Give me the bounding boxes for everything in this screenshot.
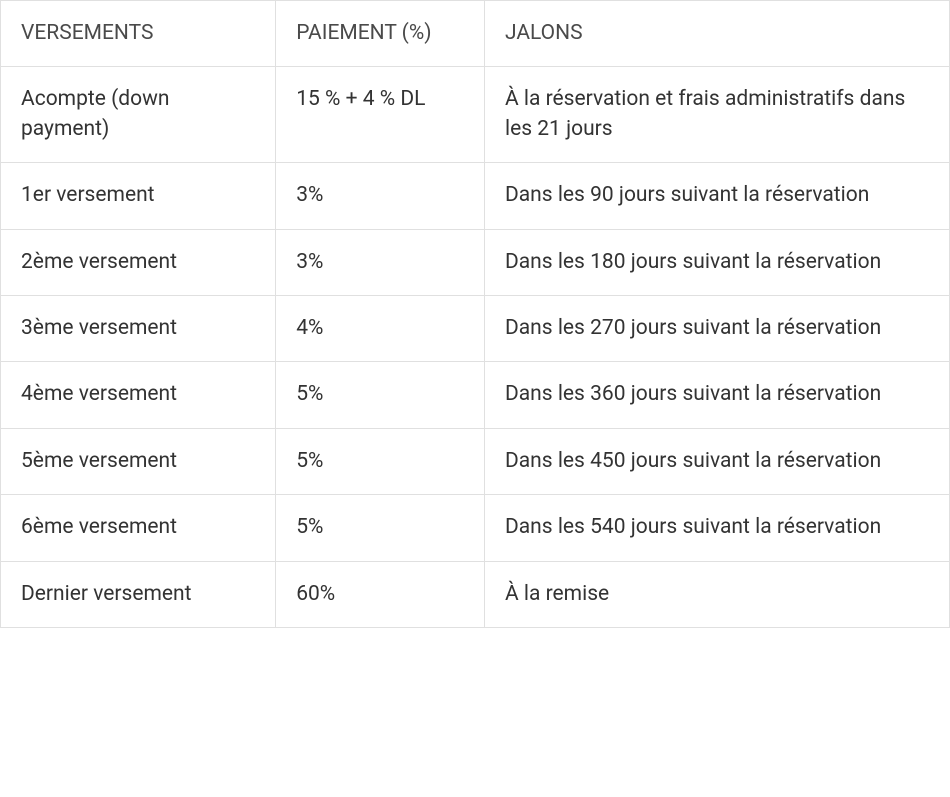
table-row: 5ème versement 5% Dans les 450 jours sui… [1, 428, 950, 494]
col-header-jalons: JALONS [484, 1, 949, 67]
table-row: Acompte (down payment) 15 % + 4 % DL À l… [1, 67, 950, 163]
cell-jalons: À la remise [484, 561, 949, 627]
cell-paiement: 60% [276, 561, 485, 627]
cell-versement: Dernier versement [1, 561, 276, 627]
table-header-row: VERSEMENTS PAIEMENT (%) JALONS [1, 1, 950, 67]
cell-versement: 3ème versement [1, 295, 276, 361]
cell-paiement: 3% [276, 163, 485, 229]
payment-schedule-table: VERSEMENTS PAIEMENT (%) JALONS Acompte (… [0, 0, 950, 628]
cell-jalons: Dans les 450 jours suivant la réservatio… [484, 428, 949, 494]
cell-versement: 5ème versement [1, 428, 276, 494]
cell-jalons: Dans les 90 jours suivant la réservation [484, 163, 949, 229]
table-row: 6ème versement 5% Dans les 540 jours sui… [1, 495, 950, 561]
cell-jalons: Dans les 270 jours suivant la réservatio… [484, 295, 949, 361]
cell-versement: Acompte (down payment) [1, 67, 276, 163]
cell-paiement: 5% [276, 428, 485, 494]
col-header-versements: VERSEMENTS [1, 1, 276, 67]
cell-paiement: 5% [276, 495, 485, 561]
cell-jalons: Dans les 360 jours suivant la réservatio… [484, 362, 949, 428]
cell-paiement: 5% [276, 362, 485, 428]
cell-jalons: Dans les 180 jours suivant la réservatio… [484, 229, 949, 295]
table-row: 3ème versement 4% Dans les 270 jours sui… [1, 295, 950, 361]
cell-paiement: 3% [276, 229, 485, 295]
cell-versement: 6ème versement [1, 495, 276, 561]
table-row: 2ème versement 3% Dans les 180 jours sui… [1, 229, 950, 295]
cell-versement: 4ème versement [1, 362, 276, 428]
table-row: Dernier versement 60% À la remise [1, 561, 950, 627]
table-row: 1er versement 3% Dans les 90 jours suiva… [1, 163, 950, 229]
cell-jalons: À la réservation et frais administratifs… [484, 67, 949, 163]
col-header-paiement: PAIEMENT (%) [276, 1, 485, 67]
cell-paiement: 15 % + 4 % DL [276, 67, 485, 163]
cell-jalons: Dans les 540 jours suivant la réservatio… [484, 495, 949, 561]
cell-paiement: 4% [276, 295, 485, 361]
cell-versement: 1er versement [1, 163, 276, 229]
cell-versement: 2ème versement [1, 229, 276, 295]
table-row: 4ème versement 5% Dans les 360 jours sui… [1, 362, 950, 428]
